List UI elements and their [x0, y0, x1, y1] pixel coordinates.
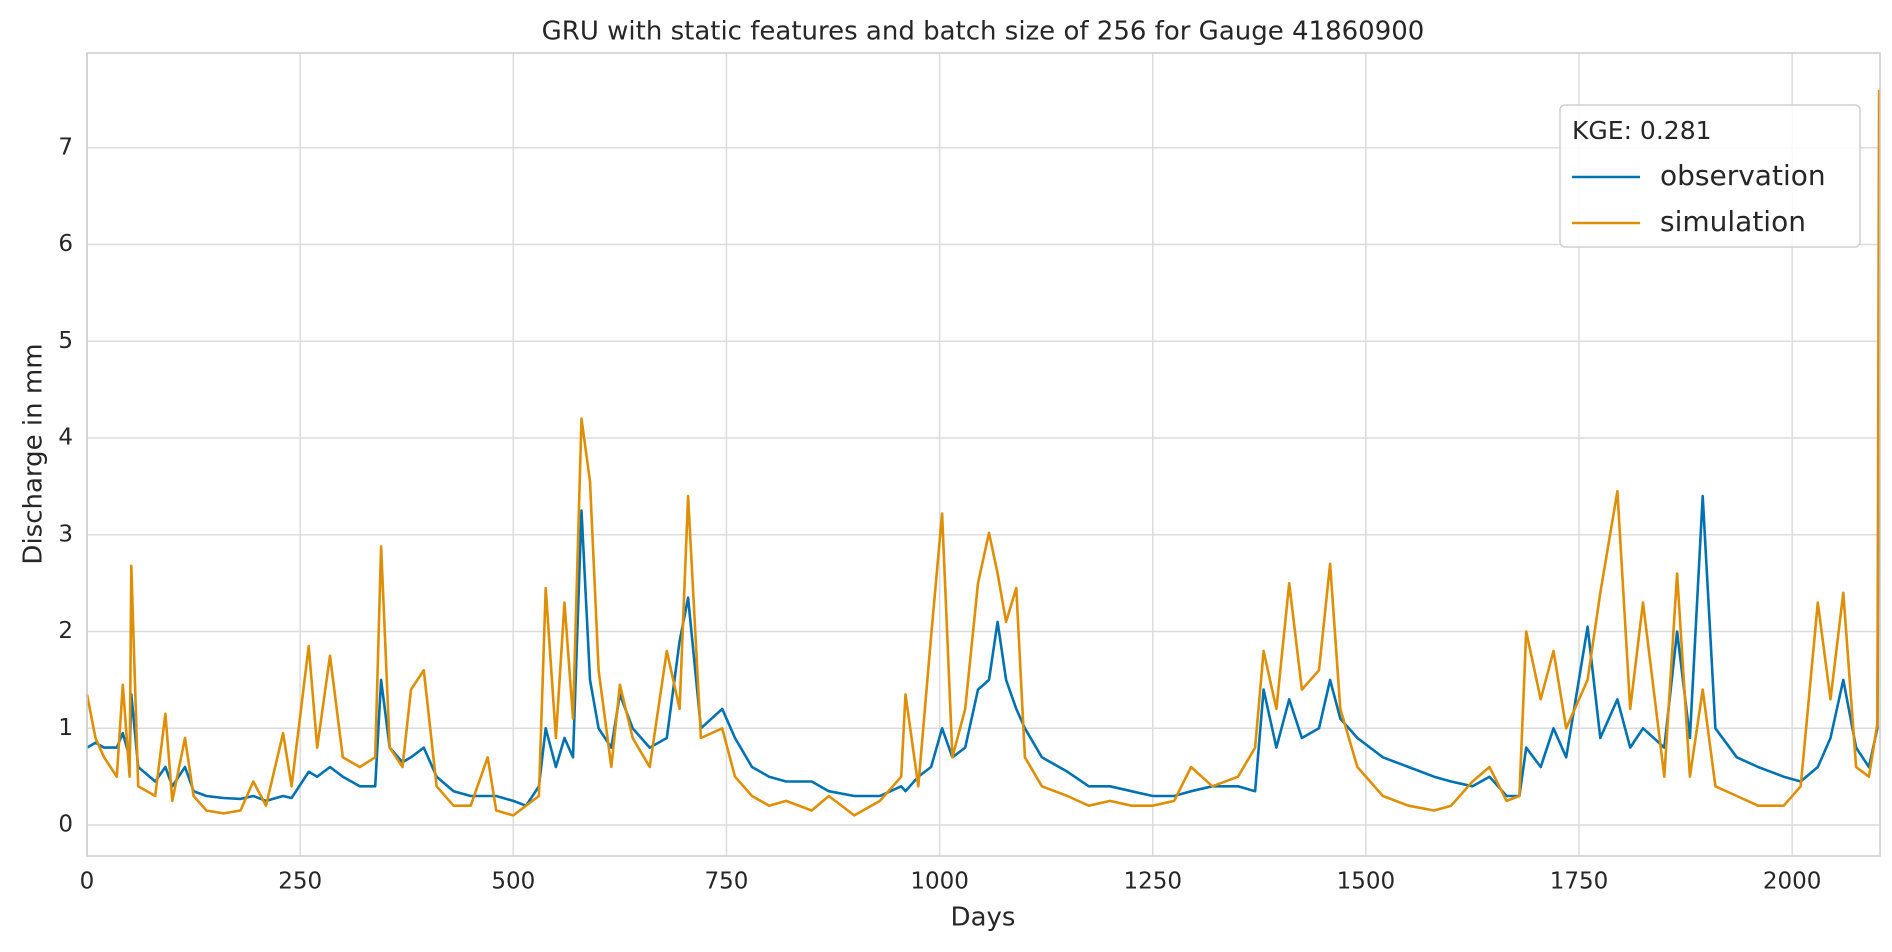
x-tick-label: 0	[80, 869, 95, 895]
x-tick-label: 2000	[1763, 869, 1822, 895]
chart-title: GRU with static features and batch size …	[542, 17, 1425, 47]
y-tick-label: 2	[58, 618, 73, 644]
series-line	[85, 89, 1881, 817]
y-tick-label: 5	[58, 328, 73, 354]
series-line	[86, 365, 1881, 807]
x-tick-label: 1250	[1123, 869, 1182, 895]
legend-label: observation	[1660, 159, 1826, 192]
y-tick-label: 4	[58, 425, 73, 451]
y-tick-label: 6	[58, 231, 73, 257]
y-tick-label: 1	[58, 715, 73, 741]
y-tick-label: 0	[58, 812, 73, 838]
x-tick-label: 500	[491, 869, 535, 895]
legend: KGE: 0.281 observation simulation	[1559, 104, 1861, 248]
plot-lines	[85, 89, 1881, 817]
x-tick-label: 250	[278, 869, 322, 895]
x-axis-label: Days	[951, 903, 1016, 933]
x-tick-label: 1750	[1550, 869, 1609, 895]
y-tick-label: 7	[58, 134, 73, 160]
y-tick-label: 3	[58, 521, 73, 547]
plot-frame	[86, 52, 1881, 857]
x-tick-label: 1000	[910, 869, 969, 895]
x-tick-label: 1500	[1337, 869, 1396, 895]
y-axis-label: Discharge in mm	[19, 343, 49, 564]
x-tick-label: 750	[704, 869, 748, 895]
legend-box	[1559, 104, 1861, 248]
legend-title: KGE: 0.281	[1572, 116, 1712, 145]
legend-label: simulation	[1660, 205, 1806, 238]
